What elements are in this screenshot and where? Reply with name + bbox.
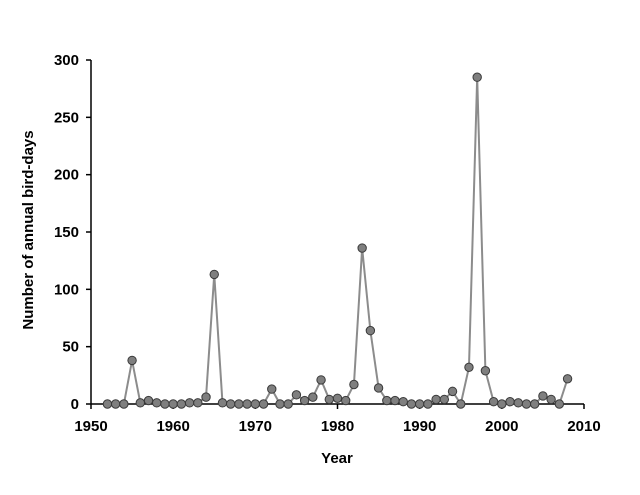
data-point bbox=[546, 394, 556, 405]
data-point bbox=[102, 399, 113, 409]
data-point bbox=[258, 399, 269, 409]
data-point bbox=[554, 399, 565, 409]
data-point bbox=[250, 399, 261, 409]
series-line bbox=[107, 77, 569, 407]
series-layer bbox=[102, 72, 573, 409]
x-tick-label: 1980 bbox=[321, 418, 354, 435]
y-tick-label: 150 bbox=[54, 224, 79, 241]
data-point bbox=[324, 394, 334, 405]
y-tick-label: 200 bbox=[54, 167, 79, 184]
data-point bbox=[291, 390, 302, 400]
data-point bbox=[447, 386, 458, 397]
data-point bbox=[373, 383, 384, 393]
data-point bbox=[119, 399, 129, 409]
x-tick-label: 1960 bbox=[156, 418, 189, 435]
data-point bbox=[283, 399, 293, 409]
data-point bbox=[357, 243, 367, 253]
data-point bbox=[562, 374, 573, 384]
data-point bbox=[472, 72, 482, 82]
data-point bbox=[135, 398, 146, 408]
axis-ticks: 0 50 100 150 200 250 300 1950 1960 1970 1980 1990 20… bbox=[54, 52, 601, 435]
data-point bbox=[464, 362, 474, 373]
data-point bbox=[349, 379, 359, 390]
data-point bbox=[431, 394, 441, 405]
data-point bbox=[382, 395, 392, 406]
data-point bbox=[209, 269, 219, 280]
data-point bbox=[168, 399, 178, 409]
data-point bbox=[521, 399, 532, 409]
data-point bbox=[234, 399, 244, 409]
data-point bbox=[184, 398, 195, 408]
x-tick-label: 1970 bbox=[239, 418, 272, 435]
data-point bbox=[530, 399, 540, 409]
data-point bbox=[341, 395, 351, 406]
data-point bbox=[160, 399, 170, 409]
y-tick-label: 250 bbox=[54, 109, 79, 126]
y-tick-label: 300 bbox=[54, 52, 79, 69]
data-point bbox=[332, 393, 343, 403]
data-point bbox=[439, 394, 450, 405]
data-point bbox=[497, 399, 507, 409]
data-point bbox=[127, 355, 137, 366]
data-point bbox=[456, 399, 466, 409]
data-point bbox=[488, 397, 499, 407]
x-axis-title: Year bbox=[321, 450, 353, 467]
x-tick-label: 1950 bbox=[74, 418, 107, 435]
axes bbox=[90, 60, 584, 405]
y-tick-label: 50 bbox=[62, 339, 79, 356]
y-axis-title: Number of annual bird-days bbox=[20, 130, 37, 329]
data-point bbox=[316, 375, 326, 385]
data-point bbox=[152, 398, 162, 408]
data-point bbox=[390, 395, 400, 406]
data-point bbox=[513, 398, 523, 408]
y-tick-label: 0 bbox=[71, 396, 79, 413]
x-tick-label: 1990 bbox=[403, 418, 436, 435]
x-tick-label: 2010 bbox=[567, 418, 600, 435]
data-point bbox=[275, 399, 285, 409]
data-point bbox=[365, 325, 376, 336]
data-point bbox=[110, 399, 121, 409]
data-point bbox=[143, 395, 154, 406]
data-point bbox=[480, 366, 491, 376]
y-tick-label: 100 bbox=[54, 281, 79, 298]
data-point bbox=[299, 395, 310, 406]
data-point bbox=[217, 398, 228, 408]
data-point bbox=[225, 399, 236, 409]
data-point bbox=[193, 398, 203, 408]
data-point bbox=[538, 391, 548, 401]
data-point bbox=[398, 397, 408, 407]
data-point bbox=[267, 384, 277, 394]
data-point bbox=[423, 399, 433, 409]
data-point bbox=[406, 399, 417, 409]
data-point bbox=[176, 399, 187, 409]
data-point bbox=[505, 397, 515, 407]
data-point bbox=[414, 399, 425, 409]
data-point bbox=[242, 399, 252, 409]
data-point bbox=[201, 392, 211, 402]
x-tick-label: 2000 bbox=[485, 418, 518, 435]
data-point bbox=[308, 392, 318, 402]
